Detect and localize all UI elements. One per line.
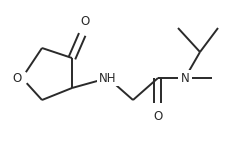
Text: O: O: [153, 110, 162, 123]
Text: NH: NH: [99, 71, 116, 85]
Text: O: O: [80, 15, 89, 28]
Text: N: N: [180, 71, 188, 85]
Text: O: O: [13, 71, 22, 85]
